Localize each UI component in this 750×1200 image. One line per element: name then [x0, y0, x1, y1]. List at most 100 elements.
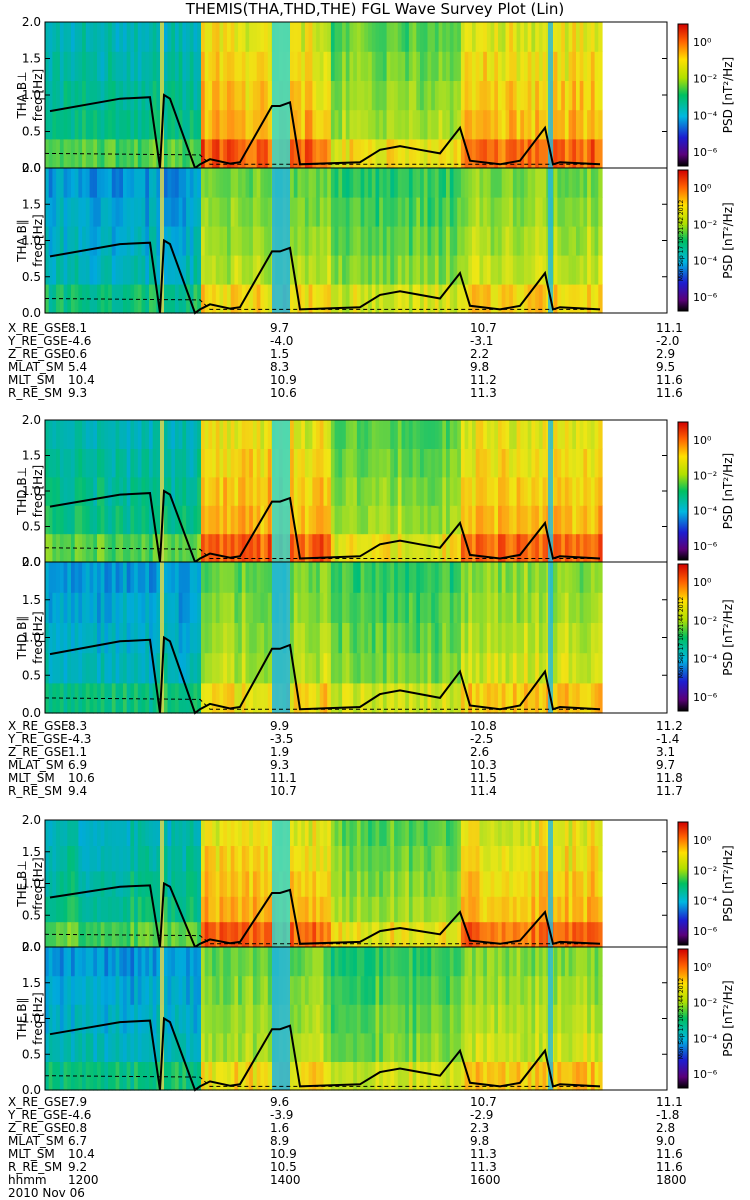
- spectrogram-cell: [390, 420, 395, 449]
- spectrogram-cell: [249, 870, 254, 897]
- eph-value: 3.1: [656, 745, 676, 759]
- spectrogram-cell: [356, 1004, 362, 1034]
- spectrogram-cell: [149, 896, 154, 923]
- spectrogram-cell: [423, 682, 429, 714]
- spectrogram-cell: [227, 80, 232, 111]
- spectrogram-cell: [446, 420, 451, 449]
- spectrogram-cell: [152, 820, 157, 846]
- spectrogram-cell: [453, 284, 458, 314]
- spectrogram-cell: [327, 533, 332, 563]
- spectrogram-cell: [486, 284, 492, 314]
- spectrogram-cell: [208, 592, 213, 623]
- spectrogram-cell: [542, 1061, 547, 1091]
- spectrogram-cell: [405, 138, 410, 169]
- spectrogram-cell: [576, 420, 581, 449]
- spectrogram-cell: [149, 592, 154, 623]
- spectrogram-cell: [572, 284, 577, 314]
- spectrogram-cell: [89, 845, 94, 872]
- spectrogram-cell: [82, 284, 87, 314]
- spectrogram-cell: [264, 80, 269, 111]
- spectrogram-cell: [85, 448, 91, 478]
- spectrogram-cell: [319, 921, 325, 948]
- spectrogram-cell: [297, 448, 302, 478]
- spectrogram-cell: [501, 476, 506, 506]
- spectrogram-cell: [89, 947, 94, 977]
- spectrogram-cell: [594, 533, 599, 563]
- spectrogram-cell: [397, 975, 403, 1005]
- spectrogram-cell: [538, 947, 544, 977]
- spectrogram-cell: [498, 682, 503, 714]
- spectrogram-cell: [215, 845, 221, 872]
- spectrogram-cell: [323, 975, 328, 1005]
- spectrogram-cell: [449, 921, 455, 948]
- spectrogram-cell: [175, 448, 180, 478]
- spectrogram-cell: [579, 284, 584, 314]
- spectrogram-cell: [78, 51, 83, 81]
- spectrogram-cell: [434, 870, 440, 897]
- spectrogram-cell: [156, 476, 161, 506]
- dashed-line: [44, 697, 600, 710]
- spectrogram-cell: [512, 562, 518, 593]
- spectrogram-cell: [178, 870, 183, 897]
- spectrogram-cell: [453, 226, 458, 256]
- spectrogram-cell: [579, 168, 584, 198]
- spectrogram-cell: [134, 505, 139, 535]
- spectrogram-cell: [490, 109, 495, 140]
- spectrogram-cell: [386, 1061, 391, 1091]
- spectrogram-cell: [219, 80, 224, 111]
- spectrogram-cell: [486, 168, 492, 198]
- spectrogram-cell: [364, 592, 369, 623]
- spectrogram-cell: [189, 562, 195, 593]
- spectrogram-cell: [227, 845, 232, 872]
- spectrogram-cell: [486, 562, 492, 593]
- spectrogram-cell: [89, 109, 94, 140]
- spectrogram-cell: [405, 592, 410, 623]
- spectrogram-cell: [93, 448, 98, 478]
- spectrogram-cell: [494, 820, 499, 846]
- spectrogram-cell: [167, 51, 172, 81]
- spectrogram-cell: [349, 562, 354, 593]
- spectrogram-cell: [542, 820, 547, 846]
- spectrogram-cell: [145, 138, 150, 169]
- spectrogram-cell: [368, 652, 373, 684]
- spectrogram-cell: [568, 505, 573, 535]
- spectrogram-cell: [56, 505, 61, 535]
- spectrogram-cell: [475, 870, 480, 897]
- spectrogram-cell: [356, 845, 362, 872]
- spectrogram-cell: [360, 22, 365, 52]
- spectrogram-cell: [208, 622, 213, 654]
- spectrogram-cell: [553, 652, 558, 684]
- spectrogram-cell: [82, 870, 87, 897]
- spectrogram-cell: [104, 870, 109, 897]
- colorbar-tick-label: 10⁰: [693, 576, 712, 589]
- spectrogram-cell: [483, 682, 488, 714]
- spectrogram-cell: [167, 975, 172, 1005]
- spectrogram-cell: [557, 947, 562, 977]
- spectrogram-cell: [126, 820, 131, 846]
- spectrogram-cell: [193, 820, 198, 846]
- spectrogram-cell: [267, 682, 273, 714]
- spectrogram-cell: [512, 592, 518, 623]
- spectrogram-cell: [434, 22, 440, 52]
- spectrogram-cell: [494, 255, 499, 285]
- spectrogram-cell: [583, 226, 588, 256]
- spectrogram-cell: [516, 448, 521, 478]
- spectrogram-cell: [486, 420, 492, 449]
- spectrogram-cell: [238, 896, 243, 923]
- spectrogram-cell: [371, 1004, 377, 1034]
- spectrogram-cell: [524, 255, 529, 285]
- spectrogram-cell: [342, 820, 347, 846]
- spectrogram-cell: [368, 80, 373, 111]
- spectrogram-cell: [579, 533, 584, 563]
- spectral-line: [49, 489, 601, 564]
- spectrogram-cell: [197, 168, 202, 198]
- spectrogram-cell: [375, 845, 380, 872]
- spectrogram-cell: [260, 622, 265, 654]
- spectrogram-cell: [557, 820, 562, 846]
- spectrogram-cell: [420, 197, 425, 227]
- spectrogram-cell: [264, 622, 269, 654]
- spectrogram-cell: [137, 226, 143, 256]
- spectrogram-cell: [561, 448, 566, 478]
- eph-value: 0.6: [68, 347, 88, 361]
- spectrogram-cell: [234, 820, 239, 846]
